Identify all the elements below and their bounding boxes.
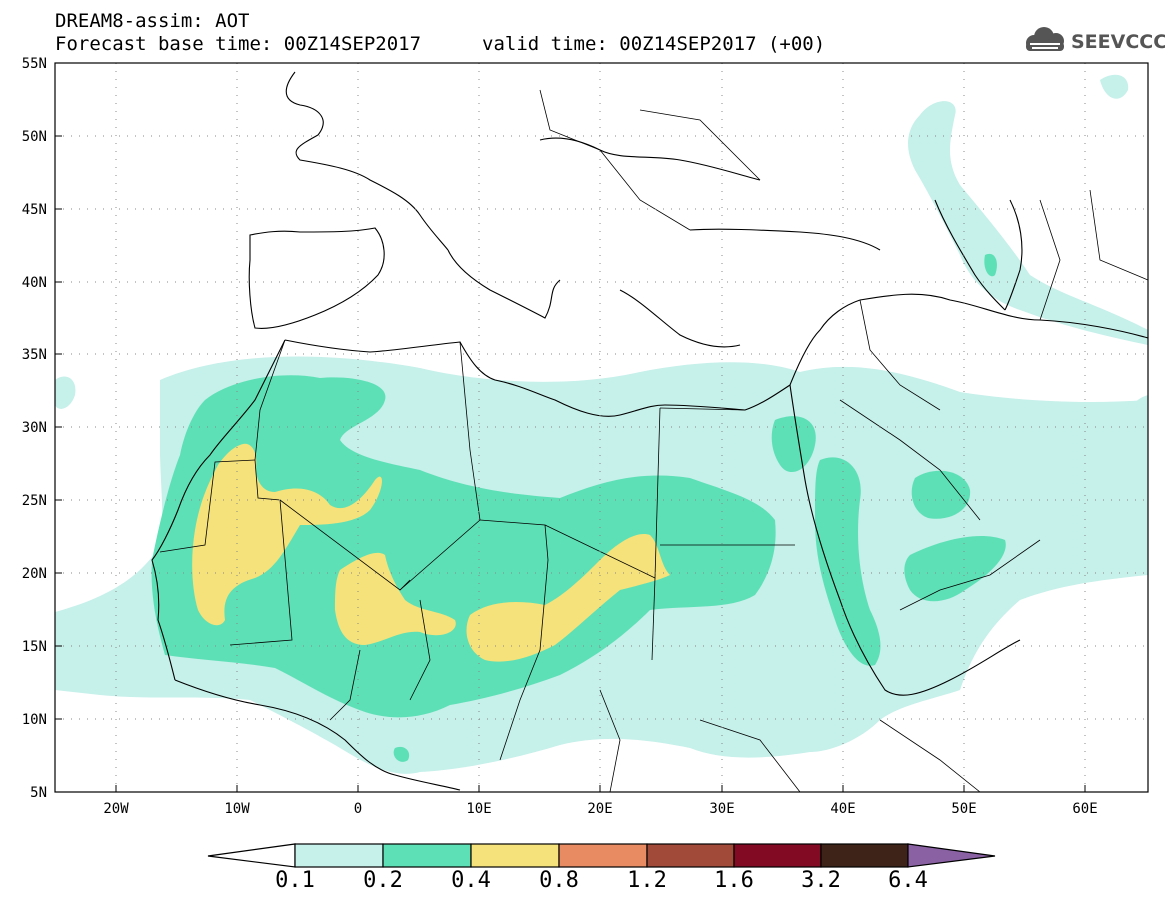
lat-label: 20N bbox=[22, 566, 47, 582]
lon-label: 10W bbox=[224, 801, 250, 817]
colorbar-box bbox=[558, 843, 648, 868]
lon-label: 10E bbox=[466, 801, 491, 817]
cloud-icon bbox=[1026, 27, 1064, 51]
colorbar-high-arrow bbox=[907, 843, 996, 868]
lat-label: 45N bbox=[22, 202, 47, 218]
lat-label: 25N bbox=[22, 493, 47, 509]
colorbar-label: 0.1 bbox=[275, 868, 315, 893]
lat-label: 5N bbox=[30, 785, 47, 801]
colorbar-label: 6.4 bbox=[888, 868, 928, 893]
lon-labels: 20W 10W 0 10E 20E 30E 40E 50E 60E bbox=[103, 801, 1097, 817]
colorbar-label: 1.2 bbox=[627, 868, 667, 893]
lon-label: 20E bbox=[587, 801, 612, 817]
valid-time: valid time: 00Z14SEP2017 (+00) bbox=[482, 33, 826, 55]
colorbar-box bbox=[646, 843, 735, 868]
lat-label: 30N bbox=[22, 420, 47, 436]
colorbar bbox=[207, 843, 996, 868]
colorbar-box bbox=[820, 843, 909, 868]
colorbar-label: 1.6 bbox=[714, 868, 754, 893]
lon-label: 60E bbox=[1072, 801, 1097, 817]
lon-label: 0 bbox=[354, 801, 362, 817]
lon-label: 40E bbox=[830, 801, 855, 817]
coastlines bbox=[151, 71, 1148, 791]
aot-map: 55N 50N 45N 40N 35N 30N 25N 20N 15N 10N … bbox=[22, 56, 1149, 817]
map-title: DREAM8-assim: AOT bbox=[55, 10, 250, 32]
lat-label: 10N bbox=[22, 712, 47, 728]
colorbar-label: 0.4 bbox=[451, 868, 491, 893]
lon-label: 50E bbox=[951, 801, 976, 817]
colorbar-label: 3.2 bbox=[801, 868, 841, 893]
lat-label: 40N bbox=[22, 275, 47, 291]
colorbar-box bbox=[470, 843, 560, 868]
logo-text: SEEVCCC bbox=[1071, 31, 1165, 53]
lat-label: 55N bbox=[22, 56, 47, 72]
colorbar-low-arrow bbox=[207, 843, 296, 868]
lat-label: 50N bbox=[22, 129, 47, 145]
colorbar-box bbox=[733, 843, 822, 868]
colorbar-label: 0.8 bbox=[539, 868, 579, 893]
colorbar-box bbox=[294, 843, 384, 868]
aot-level-0.2 bbox=[151, 253, 1006, 762]
aot-level-0.4 bbox=[192, 443, 670, 662]
colorbar-box bbox=[382, 843, 472, 868]
lon-label: 30E bbox=[709, 801, 734, 817]
colorbar-label: 0.2 bbox=[363, 868, 403, 893]
lat-label: 35N bbox=[22, 347, 47, 363]
lon-label: 20W bbox=[103, 801, 129, 817]
ticks bbox=[55, 62, 1086, 792]
lat-label: 15N bbox=[22, 639, 47, 655]
forecast-base-time: Forecast base time: 00Z14SEP2017 bbox=[55, 33, 422, 55]
lat-labels: 55N 50N 45N 40N 35N 30N 25N 20N 15N 10N … bbox=[22, 56, 47, 801]
